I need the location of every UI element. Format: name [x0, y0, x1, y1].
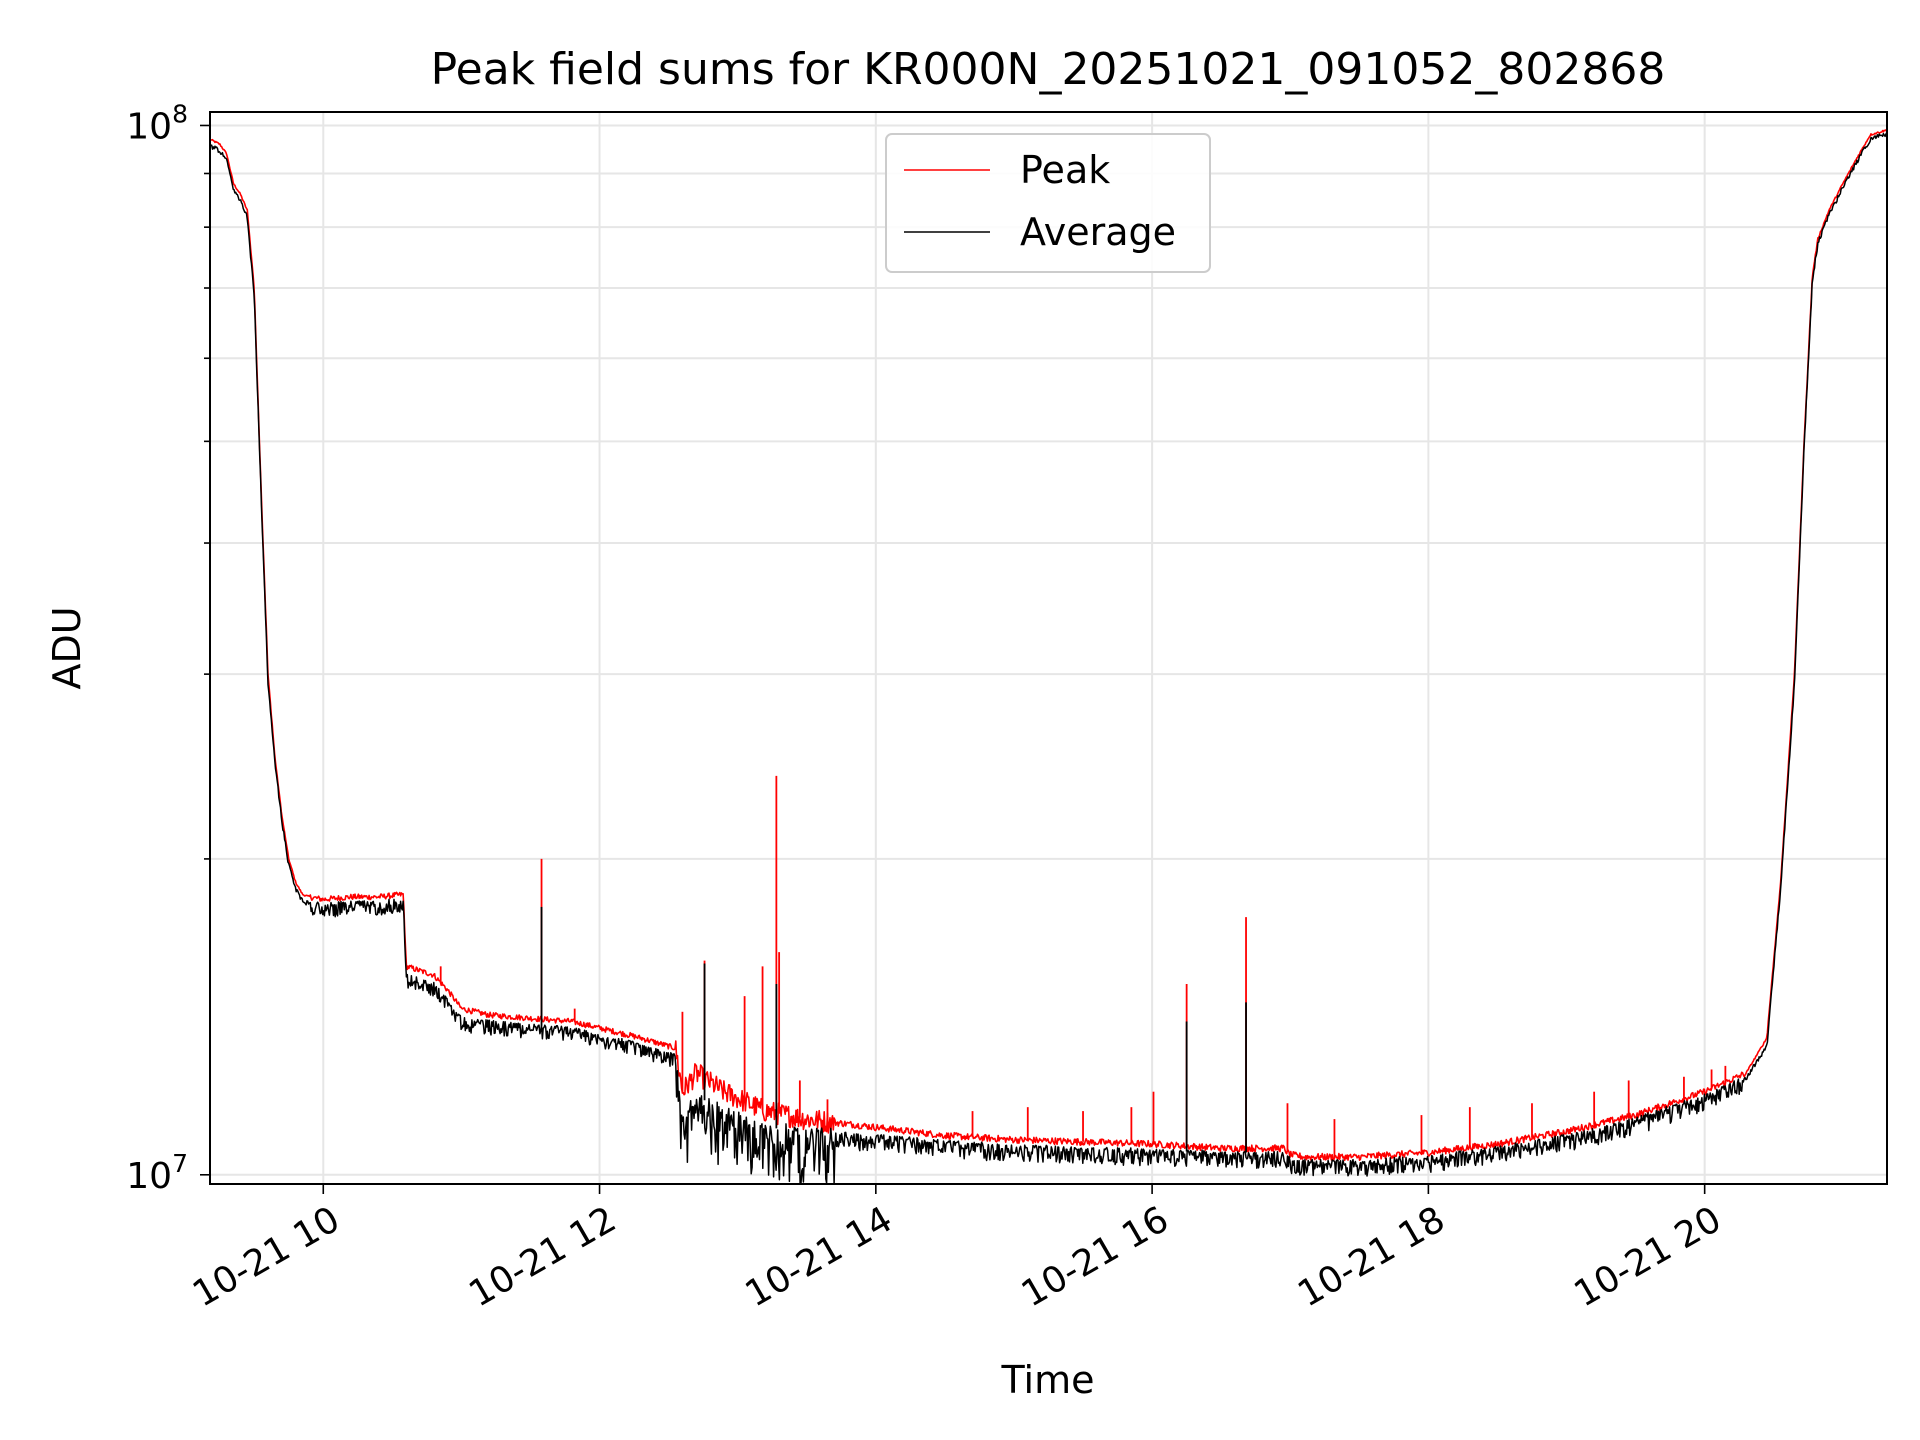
x-axis-label: Time [1001, 1358, 1095, 1402]
legend-label-average: Average [1020, 210, 1176, 254]
legend: Peak Average [885, 133, 1211, 273]
grid [210, 112, 1887, 1184]
legend-box [885, 133, 1211, 273]
y-tick-label: 107 [126, 1149, 188, 1197]
plot-lines [209, 129, 1888, 1185]
series-average [209, 132, 1888, 1185]
series-line-peak [209, 129, 1888, 1162]
plot-frame [209, 111, 1888, 1185]
series-line-average [209, 132, 1888, 1185]
legend-label-peak: Peak [1020, 148, 1110, 192]
y-axis-label: ADU [45, 606, 89, 689]
chart-title: Peak field sums for KR000N_20251021_0910… [431, 44, 1666, 95]
y-tick-label: 108 [126, 99, 188, 147]
